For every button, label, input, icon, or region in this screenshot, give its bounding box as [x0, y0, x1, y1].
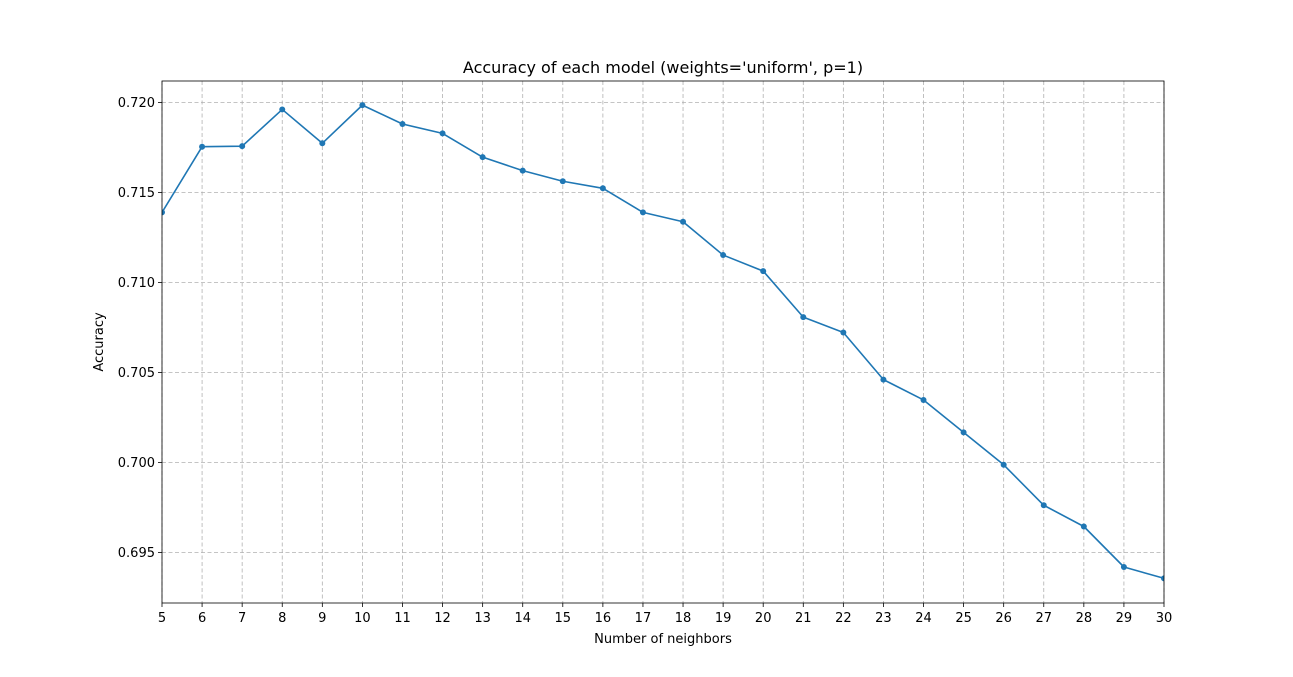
data-point [279, 106, 286, 113]
x-tick-label: 22 [835, 611, 852, 626]
data-point [399, 121, 406, 128]
x-tick-label: 28 [1076, 611, 1093, 626]
x-tick-label: 9 [318, 611, 326, 626]
x-axis: 5 6 7 8 9 10 11 12 13 14 15 16 17 18 19 20 21 22 23 24 25 26 2… [158, 603, 1172, 626]
x-tick-label: 14 [514, 611, 531, 626]
x-tick-label: 21 [795, 611, 812, 626]
x-tick-label: 30 [1156, 611, 1173, 626]
y-axis: 0.695 0.700 0.705 0.710 0.715 0.720 [118, 96, 162, 561]
chart-title: Accuracy of each model (weights='uniform… [463, 58, 863, 77]
x-tick-label: 5 [158, 611, 166, 626]
x-tick-label: 6 [198, 611, 206, 626]
data-point [1000, 461, 1007, 468]
series-group [162, 102, 1164, 582]
data-point [359, 102, 366, 109]
x-tick-label: 12 [434, 611, 451, 626]
data-point [840, 329, 847, 336]
y-tick-label: 0.700 [118, 456, 155, 471]
x-tick-label: 11 [394, 611, 411, 626]
y-tick-label: 0.710 [118, 276, 155, 291]
data-point [920, 396, 927, 403]
data-point [162, 209, 165, 216]
x-tick-label: 23 [875, 611, 892, 626]
x-tick-label: 24 [915, 611, 932, 626]
data-point [880, 376, 887, 383]
data-point [199, 143, 206, 150]
x-tick-label: 26 [995, 611, 1012, 626]
y-tick-label: 0.720 [118, 96, 155, 111]
x-tick-label: 13 [474, 611, 491, 626]
x-tick-label: 19 [715, 611, 732, 626]
x-tick-label: 15 [555, 611, 572, 626]
x-tick-label: 17 [635, 611, 652, 626]
x-axis-label: Number of neighbors [594, 632, 732, 647]
data-point [760, 268, 767, 275]
data-point [1161, 575, 1164, 582]
x-tick-label: 7 [238, 611, 246, 626]
data-point [319, 140, 326, 147]
data-point [1040, 502, 1047, 509]
data-point [1120, 564, 1127, 570]
series-line [162, 104, 1164, 580]
data-point [239, 143, 246, 150]
y-tick-label: 0.705 [118, 366, 155, 381]
data-point [680, 218, 687, 225]
data-point [599, 185, 606, 192]
x-tick-label: 18 [675, 611, 692, 626]
x-tick-label: 25 [955, 611, 972, 626]
data-point [960, 429, 967, 436]
y-axis-label: Accuracy [92, 312, 107, 372]
data-point [1080, 523, 1087, 530]
x-tick-label: 29 [1116, 611, 1133, 626]
x-tick-label: 10 [354, 611, 371, 626]
data-point [439, 130, 446, 137]
data-point [800, 314, 807, 321]
data-point [479, 154, 486, 161]
x-tick-label: 16 [595, 611, 612, 626]
x-tick-label: 8 [278, 611, 286, 626]
x-tick-label: 27 [1035, 611, 1052, 626]
data-point [639, 209, 646, 216]
data-point [519, 167, 526, 174]
y-tick-label: 0.715 [118, 186, 155, 201]
y-tick-label: 0.695 [118, 546, 155, 561]
x-tick-label: 20 [755, 611, 772, 626]
grid-lines [161, 81, 1165, 603]
data-point [559, 178, 566, 185]
plot-area-frame [161, 80, 1165, 604]
data-point [720, 252, 727, 259]
